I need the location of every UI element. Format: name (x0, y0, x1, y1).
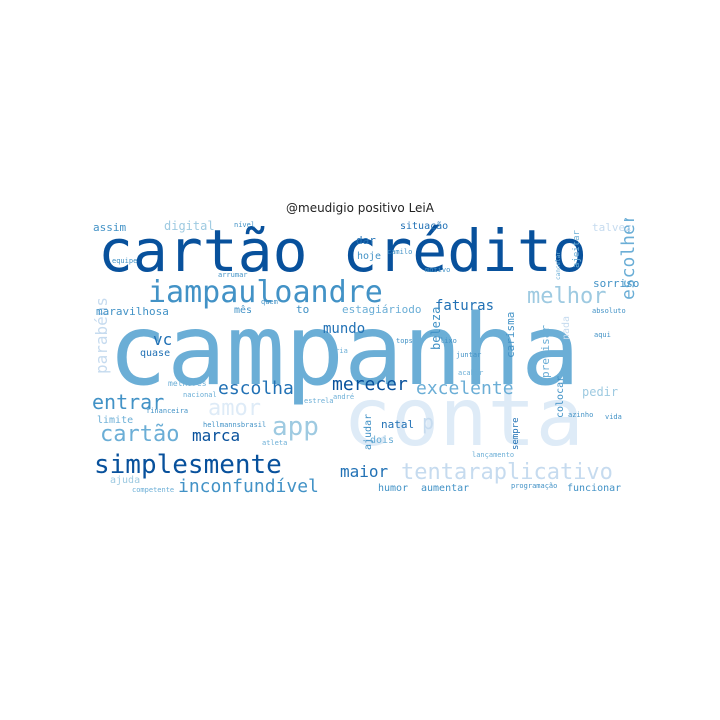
word-sorriso: sorriso (593, 277, 640, 290)
word-hoje: hoje (357, 251, 382, 262)
word-absoluto: absoluto (592, 307, 626, 315)
word-humor: humor (378, 483, 409, 494)
word-to: to (296, 303, 310, 316)
word-competente: competente (132, 486, 175, 494)
word-hellmannsbrasil: hellmannsbrasil (203, 421, 267, 429)
word-ajeitar: ajeitar (572, 230, 582, 268)
word-carisma: carisma (504, 311, 517, 358)
word-marca: marca (192, 426, 241, 445)
word-melhores: melhores (168, 379, 207, 388)
word-mes: mês (234, 305, 253, 316)
word-merecer: merecer (332, 374, 408, 395)
word-azinho: azinho (568, 411, 594, 419)
word-estagiariodo: estagiáriodo (342, 303, 422, 316)
word-digital: digital (164, 219, 215, 233)
word-ajuda: ajuda (110, 475, 141, 486)
plot-title: @meudigio positivo LeiA (286, 201, 434, 215)
word-amor: amor (208, 396, 261, 421)
word-maravilhosa: maravilhosa (96, 305, 169, 318)
word-tops: tops (396, 337, 413, 345)
word-precisar: precisar (539, 325, 552, 378)
word-tentaraplicativo: tentaraplicativo (401, 460, 613, 485)
word-juntar: juntar (456, 351, 482, 359)
word-iampauloandre: iampauloandre (148, 275, 383, 310)
word-vida: vida (605, 413, 622, 421)
word-atleta: atleta (262, 439, 288, 447)
word-vc: vc (153, 330, 173, 349)
word-escolha: escolha (218, 378, 294, 399)
word-lancamento: lançamento (472, 451, 515, 459)
word-p: p (422, 410, 435, 434)
word-camilo: camilo (387, 248, 413, 256)
word-sempre: sempre (511, 417, 521, 450)
word-quem: quem (261, 298, 278, 306)
word-cartao-credito: cartão crédito (98, 218, 587, 285)
word-talvez: talvez (592, 221, 632, 234)
word-acabar: acabar (458, 369, 484, 377)
word-simplesmente: simplesmente (94, 450, 282, 480)
word-cloud: campanha cartão crédito conta iampauloan… (90, 218, 645, 497)
word-conta: conta (343, 371, 584, 464)
word-colocar: colocar (555, 375, 566, 418)
word-nada: nada (561, 315, 572, 340)
word-pedir: pedir (582, 385, 619, 399)
word-maior: maior (340, 462, 389, 481)
word-situacao: situação (400, 221, 449, 232)
word-funcionar: funcionar (567, 483, 622, 494)
word-motivo: motivo (425, 266, 451, 274)
word-entrar: entrar (92, 390, 165, 414)
word-arrumar: arrumar (218, 271, 248, 279)
word-cartao: cartão (100, 422, 180, 447)
word-programacao: programação (511, 482, 558, 490)
word-natal: natal (381, 418, 415, 431)
word-dois: dois (370, 435, 395, 446)
word-assim: assim (93, 221, 127, 234)
word-equipe: equipe (112, 257, 138, 265)
word-inconfundivel: inconfundível (178, 476, 319, 497)
word-lixo: lixo (440, 337, 457, 345)
word-quase: quase (140, 348, 171, 359)
word-iria: iria (331, 347, 348, 355)
word-nivel: nível (234, 221, 256, 229)
word-app: app (272, 412, 319, 442)
word-mundo: mundo (323, 321, 366, 337)
word-aqui: aqui (594, 331, 611, 339)
word-cancelar: cancelar (555, 251, 562, 280)
word-financeira: financeira (146, 407, 189, 415)
word-melhor: melhor (527, 284, 607, 309)
word-limite: limite (97, 415, 134, 426)
word-aumentar: aumentar (421, 483, 470, 494)
word-estrela: estrela (304, 397, 334, 405)
word-excelente: excelente (416, 378, 514, 399)
word-faturas: faturas (435, 298, 495, 314)
word-andre: andré (333, 393, 355, 401)
word-nacional: nacional (183, 391, 217, 399)
word-dar: dar (356, 234, 376, 247)
word-campanha: campanha (108, 294, 581, 408)
